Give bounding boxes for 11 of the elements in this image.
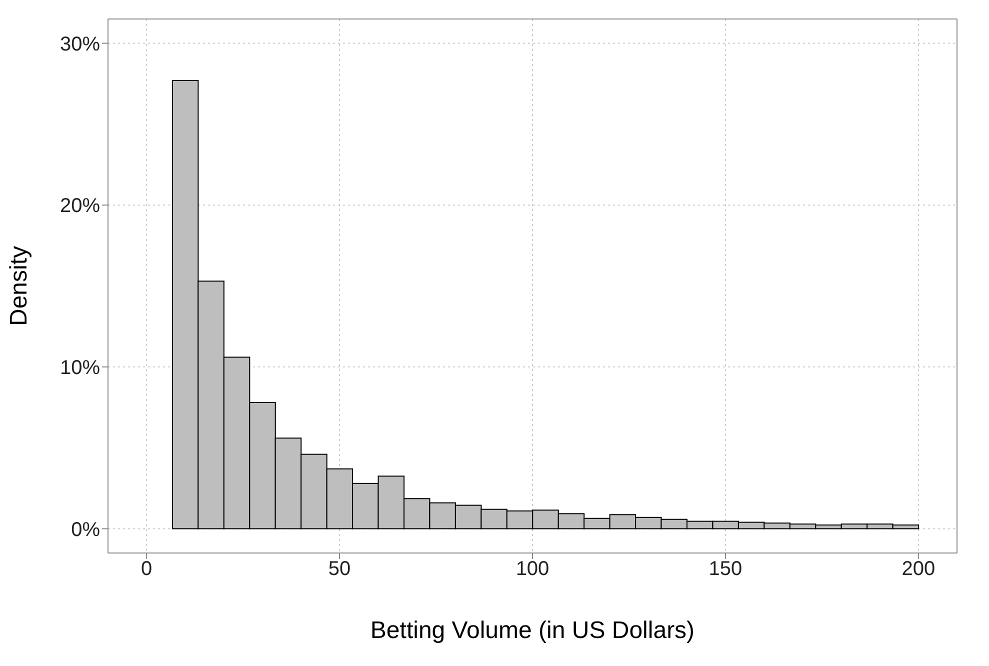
x-tick-label: 50: [328, 558, 351, 580]
x-axis-title: Betting Volume (in US Dollars): [370, 617, 695, 644]
x-tick-label: 0: [141, 558, 152, 580]
y-tick-label: 0%: [71, 518, 100, 541]
x-tick-label: 150: [708, 558, 742, 580]
x-tick-label: 100: [516, 558, 550, 580]
y-tick-label: 30%: [60, 33, 100, 56]
y-tick-label: 20%: [60, 195, 100, 218]
x-tick-label: 200: [902, 558, 936, 580]
y-tick-label: 10%: [60, 357, 100, 380]
y-axis-title: Density: [6, 246, 33, 326]
